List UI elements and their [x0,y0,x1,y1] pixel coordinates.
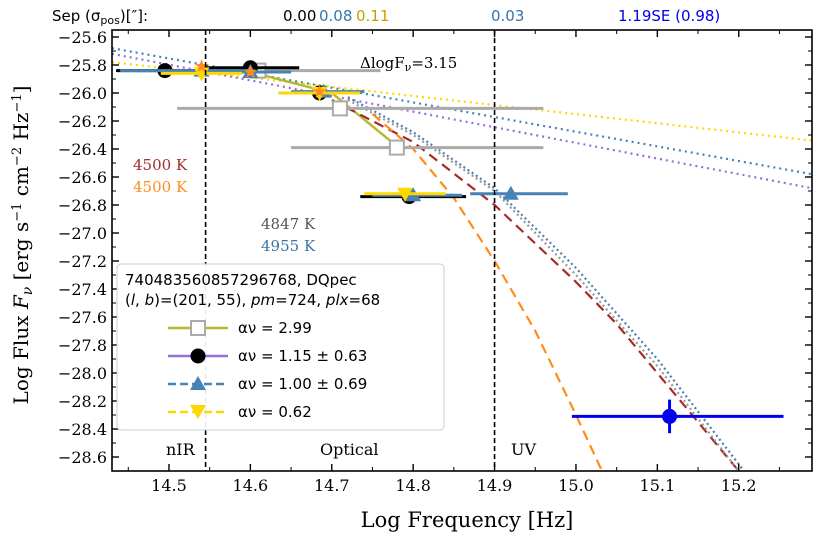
legend-marker-triangle-up [190,376,206,390]
brown-bb [331,99,741,471]
marker-uv-0 [662,408,678,424]
temp-label-3: 4847 K [261,215,316,233]
legend-entry-2: αν = 1.15 ± 0.63 [168,347,367,365]
band-divider-lines [204,30,496,471]
legend-marker-triangle-down [190,405,206,419]
legend-marker-square [190,320,206,336]
temp-label-4: 4955 K [261,237,316,255]
ytick-label-2: −26.0 [58,84,107,103]
legend-entry-1: αν = 2.99 [168,319,312,337]
xtick-label-5: 15.0 [558,476,594,495]
marker-grey-2 [388,139,405,156]
marker-orange-0 [194,59,209,73]
steel-fit [112,47,812,176]
legend-entry-4: αν = 0.62 [168,403,312,421]
delta-log-flux-label: ΔlogFν=3.15 [360,54,457,74]
ytick-label-10: −27.6 [58,308,107,327]
ytick-label-4: −26.4 [58,140,107,159]
ytick-label-1: −25.8 [58,56,107,75]
point-orange-0 [194,59,209,73]
legend-entry-label-2: αν = 1.15 ± 0.63 [238,347,367,365]
ytick-label-8: −27.2 [58,252,107,271]
marker-orange-1 [243,65,257,78]
plot-frame [111,29,813,472]
marker-orange-2 [312,84,327,98]
sep-value-1: 0.00 [283,7,316,25]
point-gold-2 [364,187,446,202]
legend-marker-circle [190,348,206,364]
x-axis-label: Log Frequency [Hz] [361,508,574,532]
ytick-label-14: −28.4 [58,420,107,439]
legend-entry-label-4: αν = 0.62 [238,403,312,421]
separation-row: Sep (σpos)[″]: 0.00 0.08 0.11 0.03 1.19S… [52,7,720,27]
xtick-label-2: 14.7 [314,476,350,495]
data-points-layer [116,59,784,434]
legend-entry-label-3: αν = 1.00 ± 0.69 [238,375,367,393]
ytick-label-7: −27.0 [58,224,107,243]
legend-entry-label-1: αν = 2.99 [238,319,312,337]
temperature-labels: 4500 K 4500 K 4847 K 4955 K [133,156,316,255]
point-orange-1 [243,65,257,78]
point-orange-2 [312,84,327,98]
marker-steel-4 [502,185,519,200]
band-label-nir: nIR [166,440,196,459]
y-axis-label: Log Flux Fν [erg s−1 cm−2 Hz−1] [9,86,36,405]
ytick-label-11: −27.8 [58,336,107,355]
ytick-label-12: −28.0 [58,364,107,383]
ytick-label-15: −28.6 [58,448,107,467]
point-steel-4 [470,185,568,200]
ytick-label-13: −28.2 [58,392,107,411]
point-uv-0 [571,399,784,434]
legend-title-1: 740483560857296768, DQpec [125,271,357,289]
sep-value-2: 0.08 [319,7,352,25]
band-labels: nIR Optical UV [166,440,536,459]
band-label-uv: UV [511,440,536,459]
legend: 740483560857296768, DQpec (l, b)=(201, 5… [116,263,445,431]
svg-text:Log Flux Fν [erg s−1 cm−2 Hz−1: Log Flux Fν [erg s−1 cm−2 Hz−1] [9,86,36,405]
xtick-label-1: 14.6 [233,476,269,495]
xtick-label-3: 14.8 [395,476,431,495]
xtick-label-6: 15.1 [640,476,676,495]
xtick-label-0: 14.5 [151,476,187,495]
legend-title-2: (l, b)=(201, 55), pm=724, plx=68 [125,291,380,309]
band-label-optical: Optical [320,440,379,459]
sep-value-3: 0.11 [356,7,389,25]
marker-grey-1 [331,100,348,117]
ytick-label-9: −27.4 [58,280,107,299]
marker-gold-2 [397,187,414,202]
ytick-label-0: −25.6 [58,28,107,47]
point-grey-1 [177,100,544,117]
legend-entry-3: αν = 1.00 ± 0.69 [168,375,367,393]
ytick-label-3: −26.2 [58,112,107,131]
sep-value-5: 1.19SE (0.98) [618,7,720,25]
ytick-label-5: −26.6 [58,168,107,187]
temp-label-1: 4500 K [133,156,188,174]
point-grey-2 [291,139,544,156]
axis-ticks: 14.5 14.6 14.7 14.8 14.9 15.0 15.1 15.2 −25.6 −25… [58,28,812,495]
xtick-label-4: 14.9 [477,476,513,495]
ytick-label-6: −26.8 [58,196,107,215]
temp-label-2: 4500 K [133,178,188,196]
xtick-label-7: 15.2 [721,476,757,495]
sep-value-4: 0.03 [491,7,524,25]
sep-label: Sep (σpos)[″]: [52,7,148,27]
